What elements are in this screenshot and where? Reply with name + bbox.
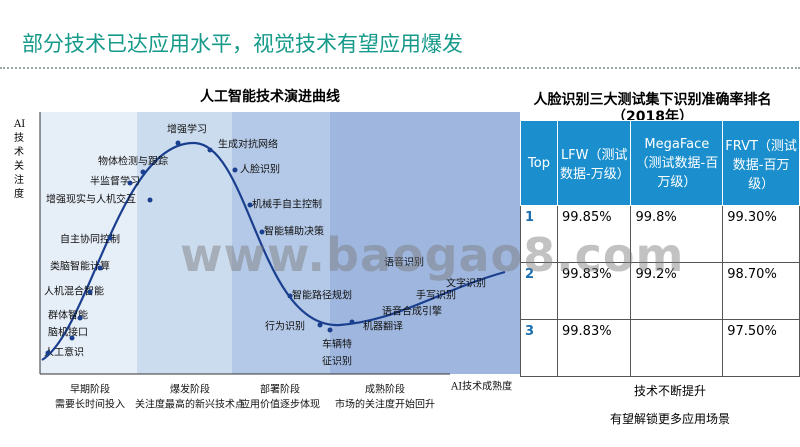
header-cell: MegaFace（测试数据-百万级） <box>630 120 724 206</box>
curve-dot <box>287 293 293 299</box>
curve-dot <box>349 319 355 325</box>
cell: 2 <box>520 262 558 320</box>
divider <box>0 67 800 69</box>
curve-point-label: 行为识别 <box>265 320 305 333</box>
row: 1 99.85% 99.8% 99.30% <box>520 205 800 263</box>
phase-band <box>232 112 330 374</box>
curve <box>41 141 506 361</box>
curve-point-label: 增强现实与人机交互 <box>46 193 136 206</box>
curve-dot <box>69 335 75 341</box>
curve-dot <box>97 265 103 271</box>
curve-point-label: 生成对抗网络 <box>218 138 278 151</box>
x-axis-label: AI技术成熟度 <box>450 380 512 393</box>
header-cell: Top <box>520 120 558 206</box>
curve-point-label: 车辆特 <box>322 338 352 351</box>
curve-point-label: 增强学习 <box>167 123 207 136</box>
curve-point-label: 脑机接口 <box>48 326 88 339</box>
curve-dot <box>259 229 265 235</box>
curve-dot <box>140 169 146 175</box>
curve-dot <box>87 289 93 295</box>
phase-band <box>330 112 520 374</box>
curve-dot <box>45 350 51 356</box>
cell: 99.30% <box>722 205 800 263</box>
phase-name: 成熟阶段 <box>365 383 405 396</box>
curve-point-label: 半监督学习 <box>90 175 140 188</box>
curve-dot <box>77 315 83 321</box>
cell: 99.83% <box>556 319 632 377</box>
phase-name: 部署阶段 <box>260 383 300 396</box>
phase-note: 关注度最高的新兴技术点 <box>135 398 245 411</box>
cell: 99.83% <box>556 262 632 320</box>
curve-dot <box>327 327 333 333</box>
phase-note: 应用价值逐步体现 <box>240 398 320 411</box>
curve-dot <box>247 202 253 208</box>
curve-point-label: 语音合成引擎 <box>382 305 442 318</box>
curve-point-label: 文字识别 <box>446 277 486 290</box>
cell: 98.70% <box>722 262 800 320</box>
curve-point-label: 机械手自主控制 <box>252 198 322 211</box>
curve-point-label: 物体检测与跟踪 <box>98 155 168 168</box>
curve-point-label: 人脸识别 <box>240 163 280 176</box>
row: 3 99.83% 97.50% <box>520 319 800 377</box>
header-cell: LFW（测试数据-万级） <box>556 120 632 206</box>
phase-note: 需要长时间投入 <box>55 398 125 411</box>
curve-point-label: 手写识别 <box>416 289 456 302</box>
slide-title: 部分技术已达应用水平，视觉技术有望应用爆发 <box>22 32 463 56</box>
chart-title: 人工智能技术演进曲线 <box>200 88 340 105</box>
cell: 99.8% <box>630 205 724 263</box>
curve-dot <box>207 147 213 153</box>
cell: 99.85% <box>556 205 632 263</box>
curve-dot <box>317 322 323 328</box>
curve-point-label: 自主协同控制 <box>60 233 120 246</box>
header-row: Top LFW（测试数据-万级） MegaFace（测试数据-百万级） FRVT（测试… <box>520 120 800 206</box>
curve-dot <box>127 180 133 186</box>
curve-point-label: 人工意识 <box>44 346 84 359</box>
curve-point-label: 智能路径规划 <box>292 289 352 302</box>
curve-point-label: 智能辅助决策 <box>264 225 324 238</box>
ranking-table: Top LFW（测试数据-万级） MegaFace（测试数据-百万级） FRVT（测试… <box>520 120 800 377</box>
phase-band <box>40 112 137 374</box>
curve-dot <box>147 197 153 203</box>
curve-point-label: 人机混合智能 <box>44 285 104 298</box>
curve-chart: 人工智能技术演进曲线 AI技术成熟度 增强学习生成对抗网络物体检测与跟踪人脸识别… <box>39 88 520 411</box>
row: 2 99.83% 99.2% 98.70% <box>520 262 800 320</box>
phase-name: 早期阶段 <box>70 383 110 396</box>
curve-dot <box>175 140 181 146</box>
header-cell: FRVT（测试数据-百万级） <box>722 120 800 206</box>
cell <box>630 319 724 377</box>
curve-dot <box>107 235 113 241</box>
watermark: www.baogao8.com <box>180 228 685 282</box>
cell: 3 <box>520 319 558 377</box>
curve-point-label: 征识别 <box>322 356 352 368</box>
curve-point-label: 语音识别 <box>384 256 424 269</box>
y-axis-label: AI技术关注度 <box>14 119 26 200</box>
phase-note: 市场的关注度开始回升 <box>335 398 435 411</box>
phase-name: 爆发阶段 <box>170 383 210 396</box>
note: 有望解锁更多应用场景 <box>609 412 730 426</box>
cell: 97.50% <box>722 319 800 377</box>
curve-dot <box>232 167 238 173</box>
cell: 1 <box>520 205 558 263</box>
curve-point-label: 群体智能 <box>48 309 88 322</box>
curve-point-label: 机器翻译 <box>363 320 403 333</box>
curve-point-label: 类脑智能计算 <box>50 260 110 273</box>
note: 技术不断提升 <box>633 384 706 398</box>
